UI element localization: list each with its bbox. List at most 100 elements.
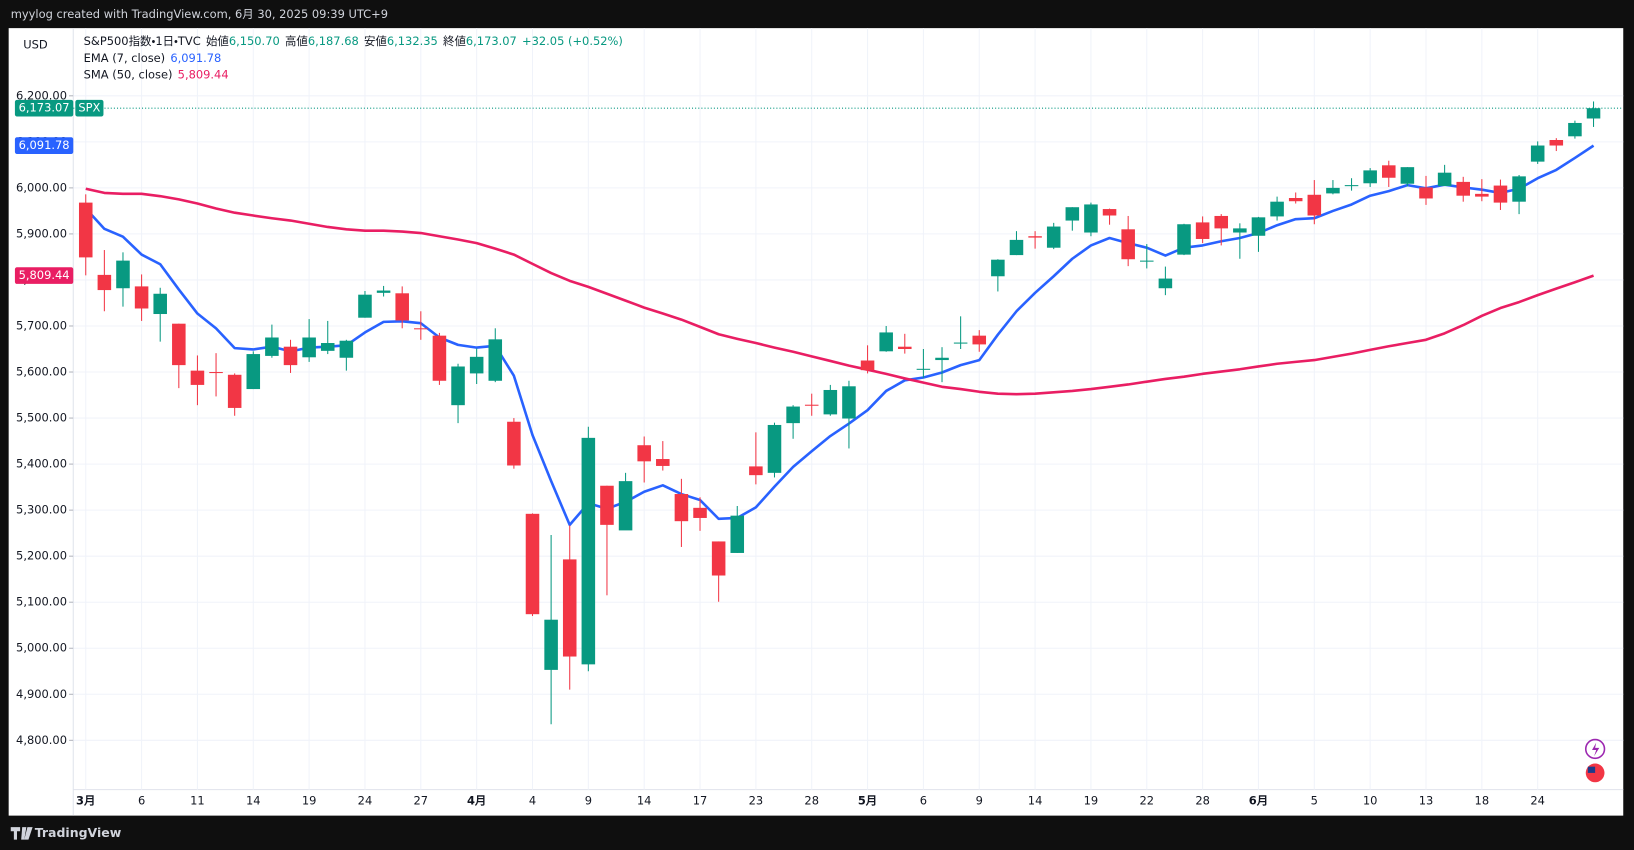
candle-body: [637, 445, 651, 462]
y-tick-label: 5,200.00: [16, 549, 67, 563]
legend-value: 5,809.44: [178, 68, 229, 82]
candle-body: [842, 386, 856, 419]
candle-body: [898, 346, 912, 350]
candle-body: [730, 515, 745, 553]
y-tick-label: 6,200.00: [16, 88, 67, 102]
candle-body: [1475, 193, 1489, 197]
candle-body: [507, 421, 521, 466]
candle-body: [1307, 194, 1322, 216]
candle-body: [1270, 201, 1284, 217]
x-tick-label: 14: [1028, 794, 1043, 808]
x-tick-label: 14: [637, 794, 652, 808]
axis: 4,800.00 4,900.00 5,000.00 5,100.00 5,200.00…: [14, 88, 1545, 808]
candle-body: [1437, 172, 1452, 187]
x-tick-label: 5月: [858, 794, 877, 808]
candle-body: [134, 286, 149, 309]
candle-body: [116, 260, 130, 289]
candle-body: [1028, 236, 1042, 238]
candle-body: [302, 337, 316, 358]
candle-body: [78, 202, 93, 258]
candle-body: [879, 332, 893, 352]
candle-body: [1288, 198, 1303, 202]
y-tick-label: 4,900.00: [16, 687, 67, 701]
candle-body: [804, 404, 819, 406]
currency: USD: [23, 37, 48, 51]
indicator-line: [85, 187, 1595, 396]
candle-body: [1419, 187, 1433, 199]
candle-body: [544, 619, 558, 670]
x-tick-label: 5: [1311, 794, 1318, 808]
candle-body: [395, 293, 409, 321]
alert-icon-bolt: [1592, 742, 1600, 757]
candle-body: [693, 507, 707, 518]
candle-body: [656, 459, 670, 466]
footer-brand: TradingView: [35, 825, 122, 840]
x-tick-label: 18: [1475, 794, 1490, 808]
x-tick-label: 24: [358, 794, 373, 808]
icons: [1584, 738, 1606, 783]
y-tick-label: 5,700.00: [16, 318, 67, 332]
ohlc-label: 終値: [443, 34, 466, 48]
candle-body: [153, 293, 167, 315]
candle-body: [711, 541, 726, 576]
candle-body: [525, 513, 540, 615]
candle-body: [190, 370, 205, 385]
candle-body: [916, 368, 931, 370]
x-tick-label: 19: [1084, 794, 1099, 808]
y-tick-label: 5,400.00: [16, 457, 67, 471]
candle-body: [358, 294, 372, 318]
candle-body: [172, 323, 186, 366]
x-tick-label: 9: [976, 794, 983, 808]
candle-body: [451, 366, 465, 406]
indicator-price-tag-bg: [14, 267, 74, 284]
candle-body: [1251, 217, 1266, 236]
x-tick-label: 22: [1140, 794, 1155, 808]
candle-body: [1046, 226, 1061, 248]
x-tick-label: 13: [1419, 794, 1434, 808]
candle-body: [283, 346, 298, 366]
candle-body: [1102, 209, 1117, 216]
candle-body: [1493, 185, 1508, 203]
symbol-tag: SPX: [78, 101, 100, 115]
y-tick-label: 5,100.00: [16, 595, 67, 609]
candle-body: [1065, 207, 1080, 221]
candle-body: [860, 360, 875, 371]
watermark: myylog created with TradingView.com, 6月 …: [11, 7, 388, 21]
candle-body: [209, 372, 223, 374]
candle-body: [972, 335, 987, 345]
candle-body: [1233, 228, 1247, 233]
candle-body: [469, 356, 484, 374]
x-tick-label: 4月: [467, 794, 486, 808]
candle-body: [1530, 145, 1545, 162]
candle-body: [1084, 204, 1098, 233]
candle-body: [1549, 139, 1564, 146]
candle-body: [1512, 176, 1526, 202]
candle-body: [1140, 260, 1154, 262]
candle-body: [991, 259, 1005, 277]
y-tick-label: 5,600.00: [16, 365, 67, 379]
y-tick-label: 5,300.00: [16, 503, 67, 517]
ohlc-value: 6,173.07: [466, 34, 517, 48]
x-tick-label: 4: [529, 794, 536, 808]
candle-body: [749, 466, 763, 476]
y-tick-label: 5,000.00: [16, 641, 67, 655]
candle-body: [414, 328, 428, 330]
ohlc-value: 6,132.35: [387, 34, 438, 48]
x-tick-label: 24: [1530, 794, 1545, 808]
candle-body: [600, 485, 614, 525]
legend: S&P500指数・1日・TVC 始値 6,150.70 高値 6,187.68 安値 6,1…: [84, 34, 623, 81]
candle-body: [823, 389, 838, 415]
candle-body: [246, 354, 261, 390]
candle-body: [1121, 229, 1135, 260]
candle-body: [1382, 165, 1396, 178]
tv-logo: [10, 827, 33, 840]
candle-body: [320, 343, 335, 351]
candle-body: [935, 357, 949, 361]
x-tick-label: 6月: [1249, 794, 1268, 808]
candle-body: [786, 406, 800, 424]
alert-icon: [1584, 738, 1606, 760]
candle-body: [1214, 215, 1229, 229]
candle-body: [1363, 170, 1377, 184]
x-tick-label: 14: [246, 794, 261, 808]
